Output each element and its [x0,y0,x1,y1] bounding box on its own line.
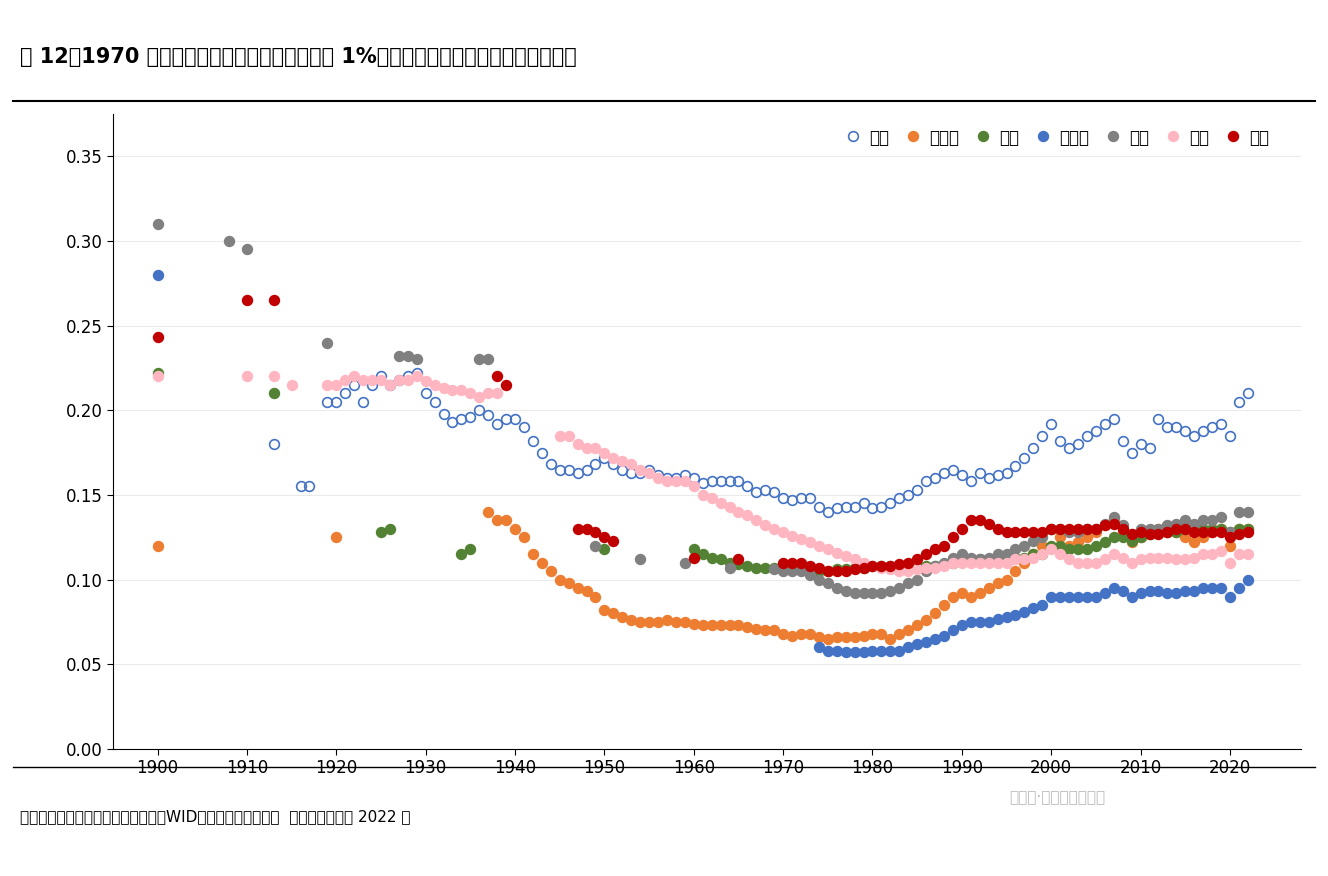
Legend: 美国, 加拿大, 德国, 意大利, 英国, 法国, 日本: 美国, 加拿大, 德国, 意大利, 英国, 法国, 日本 [843,129,1270,146]
Text: 资料来源：世界财富与收入数据库（WID），光大证券研究所  注：数据更新至 2022 年: 资料来源：世界财富与收入数据库（WID），光大证券研究所 注：数据更新至 202… [20,809,410,824]
Text: 图 12：1970 年代后期，各发达国家国民收入前 1%份额上升，反映其收入差距普遍扩大: 图 12：1970 年代后期，各发达国家国民收入前 1%份额上升，反映其收入差距… [20,47,576,67]
Text: 公众号·高瑞东宏观笔记: 公众号·高瑞东宏观笔记 [1009,789,1105,805]
